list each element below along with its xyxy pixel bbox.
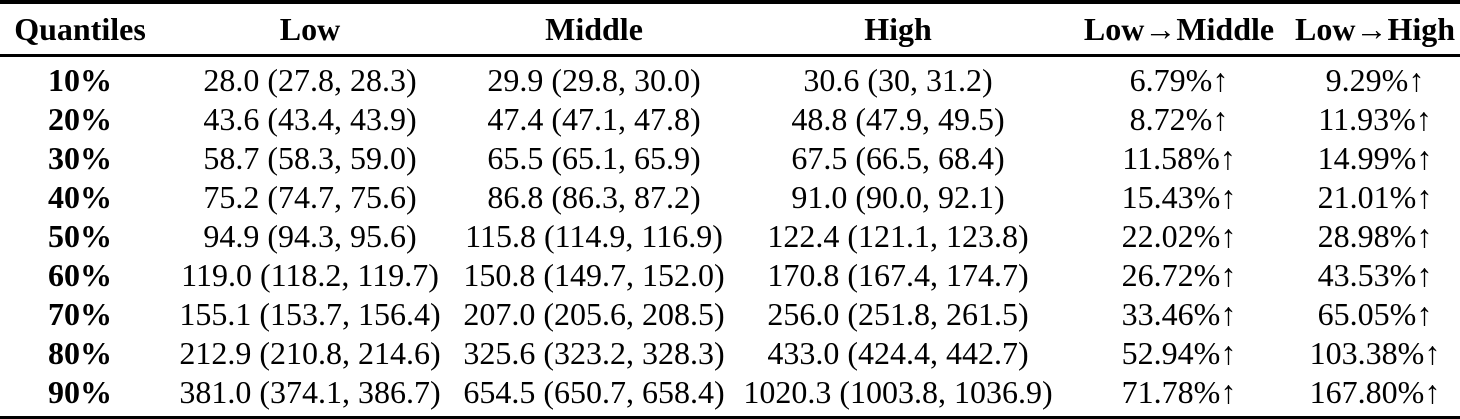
value-cell: 9.29%↑ [1325,62,1425,98]
value-cell: 86.8 (86.3, 87.2) [487,179,701,215]
value-cell: 65.5 (65.1, 65.9) [487,140,701,176]
table-row: 70% 155.1 (153.7, 156.4) 207.0 (205.6, 208… [0,295,1460,334]
table-row: 50% 94.9 (94.3, 95.6) 115.8 (114.9, 116.9)… [0,217,1460,256]
quantile-cell: 10% [48,62,112,98]
value-cell: 58.7 (58.3, 59.0) [203,140,417,176]
value-cell: 26.72%↑ [1121,257,1237,293]
quantile-cell: 80% [48,335,112,371]
value-cell: 170.8 (167.4, 174.7) [767,257,1029,293]
quantile-cell: 20% [48,101,112,137]
value-cell: 28.98%↑ [1317,218,1433,254]
table-row: 40% 75.2 (74.7, 75.6) 86.8 (86.3, 87.2) 91.… [0,178,1460,217]
value-cell: 6.79%↑ [1129,62,1229,98]
value-cell: 115.8 (114.9, 116.9) [465,218,723,254]
value-cell: 65.05%↑ [1317,296,1433,332]
table-row: 10% 28.0 (27.8, 28.3) 29.9 (29.8, 30.0) 30.… [0,56,1460,101]
value-cell: 11.58%↑ [1122,140,1236,176]
value-cell: 94.9 (94.3, 95.6) [203,218,417,254]
value-cell: 167.80%↑ [1309,374,1441,410]
value-cell: 1020.3 (1003.8, 1036.9) [743,374,1053,410]
table-row: 80% 212.9 (210.8, 214.6) 325.6 (323.2, 328… [0,334,1460,373]
col-header-middle: Middle [545,10,643,47]
value-cell: 381.0 (374.1, 386.7) [179,374,441,410]
quantile-cell: 60% [48,257,112,293]
table-body: 10% 28.0 (27.8, 28.3) 29.9 (29.8, 30.0) 30.… [0,56,1460,419]
value-cell: 22.02%↑ [1121,218,1237,254]
value-cell: 75.2 (74.7, 75.6) [203,179,417,215]
value-cell: 28.0 (27.8, 28.3) [203,62,417,98]
value-cell: 433.0 (424.4, 442.7) [767,335,1029,371]
quantile-cell: 30% [48,140,112,176]
col-header-low-to-middle: Low→Middle [1083,10,1275,47]
quantile-cell: 40% [48,179,112,215]
value-cell: 48.8 (47.9, 49.5) [791,101,1005,137]
value-cell: 43.6 (43.4, 43.9) [203,101,417,137]
value-cell: 207.0 (205.6, 208.5) [463,296,725,332]
table-row: 90% 381.0 (374.1, 386.7) 654.5 (650.7, 658… [0,373,1460,418]
quantile-cell: 70% [48,296,112,332]
value-cell: 119.0 (118.2, 119.7) [181,257,439,293]
value-cell: 654.5 (650.7, 658.4) [463,374,725,410]
quantile-cell: 50% [48,218,112,254]
value-cell: 71.78%↑ [1121,374,1237,410]
value-cell: 30.6 (30, 31.2) [803,62,993,98]
value-cell: 91.0 (90.0, 92.1) [791,179,1005,215]
col-header-low-to-high: Low→High [1294,10,1456,47]
value-cell: 325.6 (323.2, 328.3) [463,335,725,371]
col-header-low: Low [279,10,341,47]
value-cell: 21.01%↑ [1317,179,1433,215]
header-row: Quantiles Low Middle High Low→Middle Low… [0,2,1460,56]
value-cell: 29.9 (29.8, 30.0) [487,62,701,98]
value-cell: 150.8 (149.7, 152.0) [463,257,725,293]
value-cell: 52.94%↑ [1121,335,1237,371]
value-cell: 155.1 (153.7, 156.4) [179,296,441,332]
value-cell: 33.46%↑ [1121,296,1237,332]
table-header: Quantiles Low Middle High Low→Middle Low… [0,2,1460,56]
col-header-high: High [864,10,932,47]
value-cell: 8.72%↑ [1129,101,1229,137]
value-cell: 43.53%↑ [1317,257,1433,293]
table-row: 60% 119.0 (118.2, 119.7) 150.8 (149.7, 152… [0,256,1460,295]
value-cell: 15.43%↑ [1121,179,1237,215]
value-cell: 122.4 (121.1, 123.8) [767,218,1029,254]
col-header-quantiles: Quantiles [14,10,146,47]
value-cell: 67.5 (66.5, 68.4) [791,140,1005,176]
value-cell: 14.99%↑ [1317,140,1433,176]
quantile-cell: 90% [48,374,112,410]
value-cell: 212.9 (210.8, 214.6) [179,335,441,371]
value-cell: 103.38%↑ [1309,335,1441,371]
value-cell: 256.0 (251.8, 261.5) [767,296,1029,332]
value-cell: 11.93%↑ [1318,101,1432,137]
table-row: 20% 43.6 (43.4, 43.9) 47.4 (47.1, 47.8) 48.… [0,100,1460,139]
value-cell: 47.4 (47.1, 47.8) [487,101,701,137]
table-row: 30% 58.7 (58.3, 59.0) 65.5 (65.1, 65.9) 67.… [0,139,1460,178]
